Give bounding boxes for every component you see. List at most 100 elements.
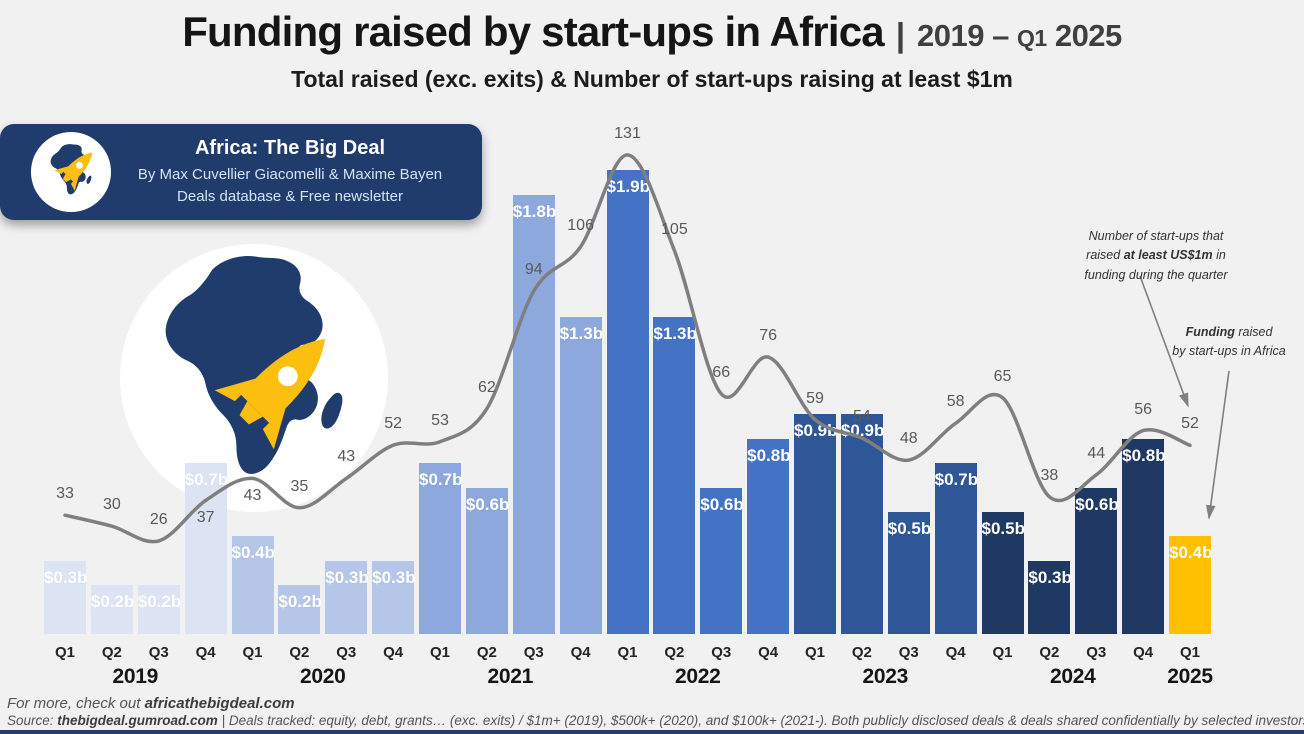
year-label-2025: 2025 <box>1167 665 1213 688</box>
page-title: Funding raised by start-ups in Africa | … <box>0 8 1304 56</box>
quarter-label-2024-Q2: Q2 <box>1039 644 1060 661</box>
note-line: Number of start-ups that <box>1040 227 1272 246</box>
note-line: raised at least US$1m in <box>1040 246 1272 265</box>
startup-count-label: 54 <box>852 407 871 425</box>
startup-count-label: 59 <box>806 389 824 407</box>
bar-value-label: $0.9b <box>794 421 838 440</box>
quarter-label-2022-Q3: Q3 <box>711 644 732 661</box>
brand-text: Africa: The Big Deal By Max Cuvellier Gi… <box>112 137 482 208</box>
bar-value-label: $0.3b <box>1028 568 1072 587</box>
funding-bar-2020-Q4: $0.3b <box>372 561 416 634</box>
text-run: | Deals tracked: equity, debt, grants… (… <box>217 713 1304 728</box>
year-label-2019: 2019 <box>112 665 159 688</box>
year-label-2022: 2022 <box>675 665 721 688</box>
quarter-label-2021-Q1: Q1 <box>429 644 451 661</box>
quarter-label-2020-Q1: Q1 <box>242 644 263 661</box>
title-main: Funding raised by start-ups in Africa <box>182 8 884 55</box>
brand-tagline: Deals database & Free newsletter <box>177 187 403 205</box>
startup-count-label: 43 <box>243 487 262 505</box>
quarter-label-2024-Q4: Q4 <box>1133 644 1154 661</box>
bar-series-note: Funding raised by start-ups in Africa <box>1143 323 1304 362</box>
funding-bar-2022-Q4: $0.8b <box>747 439 791 634</box>
funding-bar-2024-Q3: $0.6b <box>1075 488 1119 634</box>
emphasis-text: at least US$1m <box>1123 248 1213 263</box>
bar-value-label: $0.3b <box>44 568 88 587</box>
funding-bar-2023-Q2: $0.9b <box>840 414 884 634</box>
bar-value-label: $0.4b <box>231 543 275 562</box>
note-line: funding during the quarter <box>1040 266 1272 285</box>
brand-title: Africa: The Big Deal <box>194 136 386 159</box>
startup-count-label: 43 <box>337 448 356 466</box>
brand-byline: By Max Cuvellier Giacomelli & Maxime Bay… <box>137 165 443 183</box>
startup-count-label: 52 <box>1181 415 1199 433</box>
text-run: in <box>1212 248 1226 263</box>
bar-value-label: $0.7b <box>184 470 229 489</box>
funding-bar-2019-Q1: $0.3b <box>44 561 88 634</box>
gumroad-link[interactable]: thebigdeal.gumroad.com <box>57 713 218 728</box>
bar-value-label: $0.6b <box>1075 495 1119 514</box>
funding-bar-2020-Q2: $0.2b <box>278 585 322 634</box>
text-run: funding during the quarter <box>1084 267 1228 282</box>
startup-count-label: 33 <box>56 485 74 503</box>
text-run: raised <box>1234 325 1273 339</box>
funding-bar-2022-Q2: $1.3b <box>653 317 697 634</box>
quarter-label-2021-Q3: Q3 <box>523 644 544 661</box>
year-label-2023: 2023 <box>862 665 909 688</box>
quarter-label-2023-Q3: Q3 <box>898 644 919 661</box>
quarter-label-2019-Q3: Q3 <box>148 644 169 661</box>
year-label-2021: 2021 <box>487 665 534 688</box>
quarter-label-2019-Q1: Q1 <box>54 644 76 661</box>
startup-count-label: 62 <box>477 378 496 396</box>
text-run: Number of start-ups that <box>1088 229 1224 243</box>
bar-value-label: $0.7b <box>934 470 979 489</box>
quarter-label-2019-Q4: Q4 <box>195 644 216 661</box>
quarter-label-2020-Q2: Q2 <box>289 644 310 661</box>
text-run: For more, check out <box>7 695 145 712</box>
bar-value-label: $0.3b <box>325 568 369 587</box>
funding-bar-2022-Q3: $0.6b <box>700 488 744 634</box>
startup-count-label: 94 <box>524 260 543 278</box>
funding-bar-2020-Q1: $0.4b <box>231 536 275 634</box>
funding-bar-2021-Q1: $0.7b <box>419 463 463 634</box>
bar-value-label: $1.8b <box>512 202 557 221</box>
startup-count-label: 37 <box>196 509 215 527</box>
bar-value-label: $0.5b <box>887 519 932 538</box>
funding-bar-2020-Q3: $0.3b <box>325 561 369 634</box>
bar-value-label: $1.3b <box>559 324 604 343</box>
bar-value-label: $0.2b <box>137 592 182 611</box>
startup-count-label: 58 <box>946 393 965 411</box>
footer-line-2: Source: thebigdeal.gumroad.com | Deals t… <box>7 713 1304 728</box>
bar-value-label: $0.7b <box>419 470 463 489</box>
note-line: Funding raised <box>1143 323 1304 342</box>
startup-count-label: 65 <box>993 367 1012 385</box>
bottom-border-bar <box>0 730 1304 734</box>
footer-line-1: For more, check out africathebigdeal.com <box>7 695 295 712</box>
funding-bar-2019-Q4: $0.7b <box>184 463 229 634</box>
title-period-q: Q1 <box>1017 25 1047 51</box>
startup-count-label: 35 <box>290 477 309 495</box>
brand-card: Africa: The Big Deal By Max Cuvellier Gi… <box>0 124 482 220</box>
africathebigdeal-link[interactable]: africathebigdeal.com <box>144 695 295 712</box>
title-period: 2019 – Q1 2025 <box>917 18 1122 53</box>
quarter-label-2020-Q4: Q4 <box>383 644 404 661</box>
funding-bar-2024-Q2: $0.3b <box>1028 561 1072 634</box>
startup-count-label: 26 <box>149 510 168 528</box>
funding-bar-2023-Q4: $0.7b <box>934 463 979 634</box>
quarter-label-2020-Q3: Q3 <box>336 644 357 661</box>
funding-bar-2019-Q2: $0.2b <box>90 585 135 634</box>
startup-count-label: 52 <box>384 415 403 433</box>
bar-value-label: $0.8b <box>747 446 791 465</box>
bar-value-label: $0.2b <box>278 592 322 611</box>
text-run: by start-ups in Africa <box>1172 344 1286 359</box>
quarter-label-2022-Q4: Q4 <box>758 644 779 661</box>
text-run: Source: <box>7 713 58 728</box>
startup-count-label: 105 <box>661 220 688 238</box>
startup-count-label: 38 <box>1040 466 1059 484</box>
funding-bar-2024-Q4: $0.8b <box>1122 439 1166 634</box>
bar-value-label: $0.3b <box>372 568 416 587</box>
funding-bar-2022-Q1: $1.9b <box>606 170 650 634</box>
bar-value-label: $0.2b <box>90 592 135 611</box>
note-line: by start-ups in Africa <box>1143 342 1304 361</box>
